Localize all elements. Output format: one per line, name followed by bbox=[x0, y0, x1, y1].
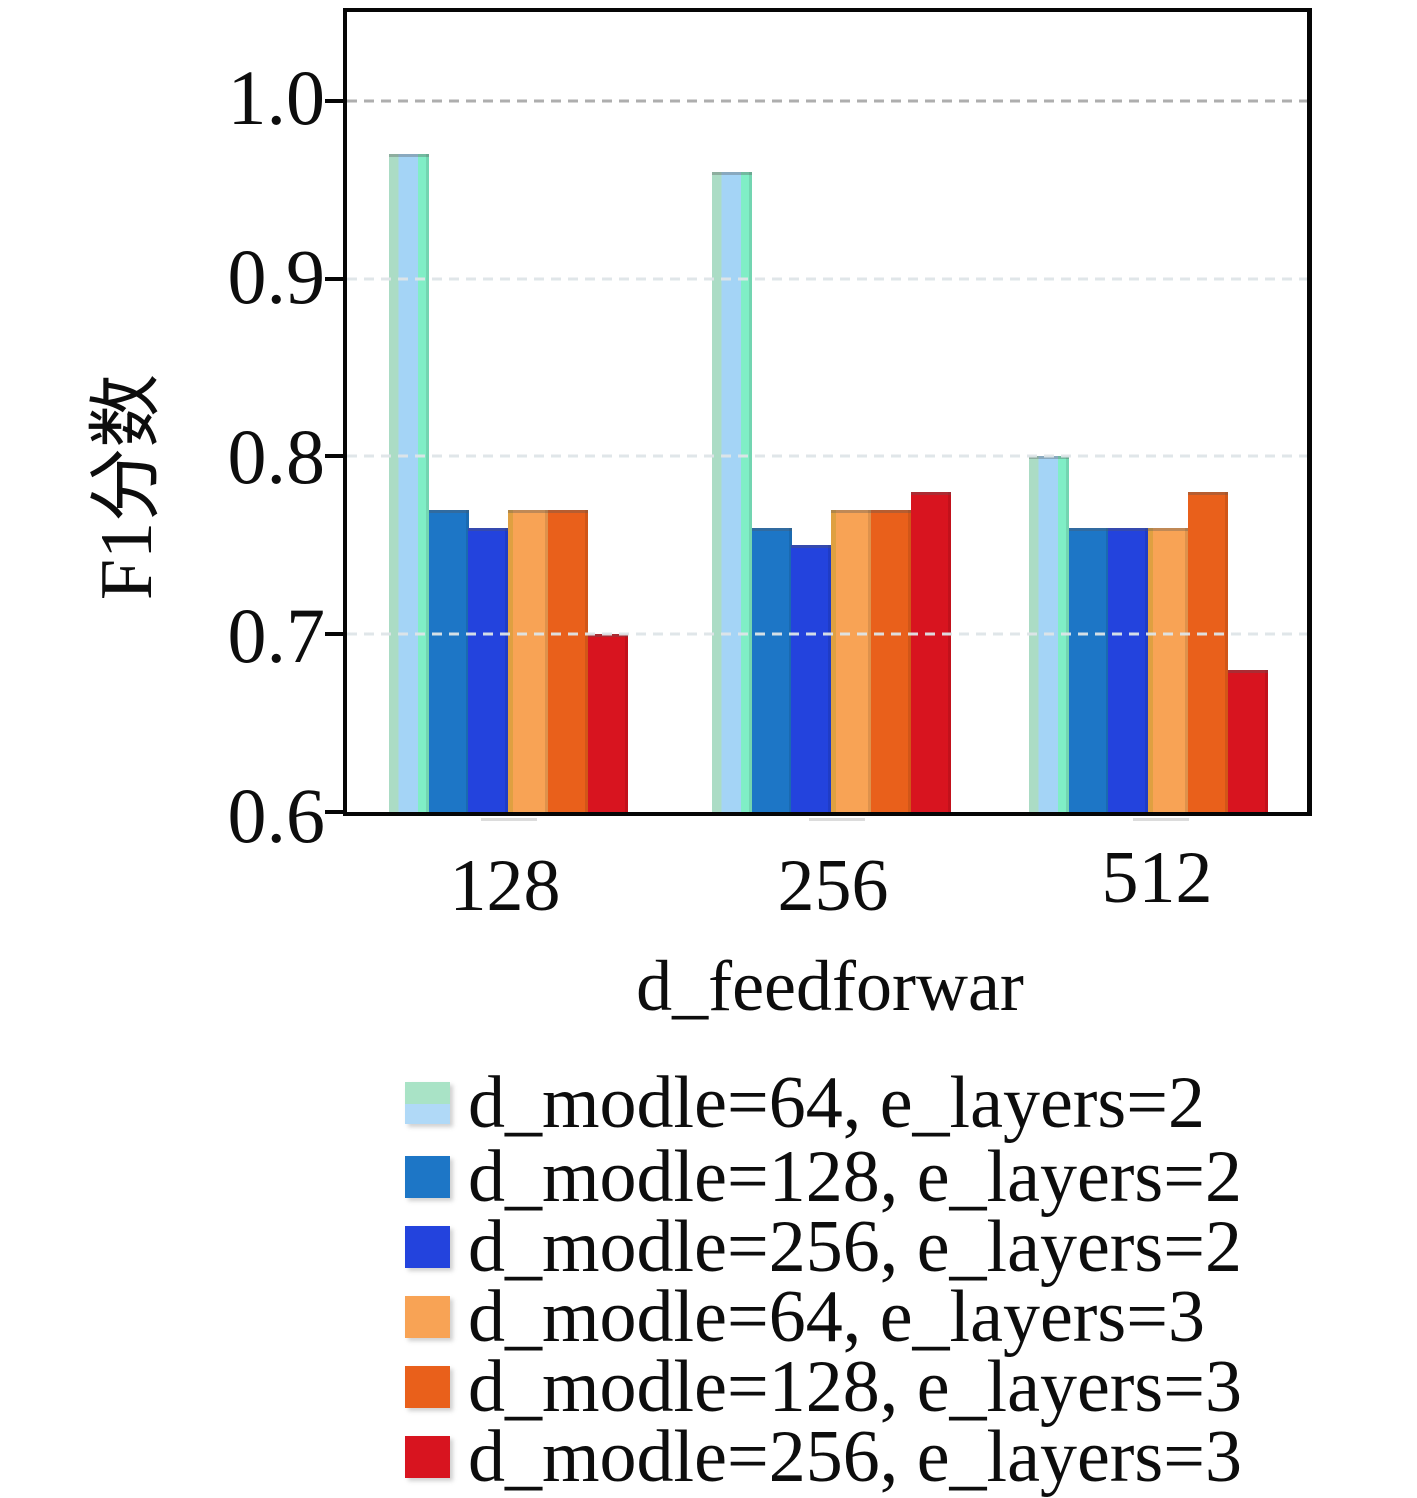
legend-row-4: d_modle=64, e_layers=3 bbox=[405, 1280, 1205, 1354]
x-tick-label-512: 512 bbox=[1101, 837, 1213, 919]
bar-512-s5 bbox=[1187, 492, 1228, 812]
plot-area bbox=[325, 8, 1312, 821]
axis-ticks bbox=[325, 12, 1307, 821]
legend-swatch-3 bbox=[405, 1226, 450, 1268]
bar-128-s3 bbox=[468, 527, 509, 812]
bar-256-s1 bbox=[712, 172, 752, 812]
legend-row-6: d_modle=256, e_layers=3 bbox=[405, 1420, 1242, 1494]
bar-256-s4 bbox=[831, 509, 872, 812]
y-tick-mark-1.0 bbox=[325, 98, 343, 103]
x-tick-mark-256 bbox=[809, 818, 865, 821]
bar-512-s4 bbox=[1148, 527, 1189, 812]
legend-swatch-1 bbox=[405, 1082, 450, 1124]
y-tick-mark-0.6 bbox=[325, 810, 343, 814]
bar-128-s2 bbox=[428, 509, 469, 812]
x-tick-label-256: 256 bbox=[777, 845, 889, 927]
y-axis-title: F1分数 bbox=[86, 373, 168, 601]
y-tick-label-0.8: 0.8 bbox=[227, 412, 326, 500]
legend-swatch-2 bbox=[405, 1156, 450, 1198]
bar-512-s3 bbox=[1108, 527, 1149, 812]
y-tick-mark-0.8 bbox=[325, 454, 343, 459]
x-tick-mark-512 bbox=[1133, 818, 1189, 821]
legend-row-2: d_modle=128, e_layers=2 bbox=[405, 1140, 1242, 1214]
y-tick-mark-0.9 bbox=[325, 276, 343, 281]
legend-row-5: d_modle=128, e_layers=3 bbox=[405, 1350, 1242, 1424]
legend-label-1: d_modle=64, e_layers=2 bbox=[468, 1062, 1205, 1144]
legend-swatch-4 bbox=[405, 1296, 450, 1338]
legend-label-2: d_modle=128, e_layers=2 bbox=[468, 1136, 1242, 1218]
x-tick-label-128: 128 bbox=[449, 845, 561, 927]
y-tick-label-1.0: 1.0 bbox=[227, 53, 326, 141]
y-tick-mark-0.7 bbox=[325, 632, 343, 637]
bar-512-s1 bbox=[1029, 456, 1069, 812]
legend-label-3: d_modle=256, e_layers=2 bbox=[468, 1206, 1242, 1288]
legend-swatch-6 bbox=[405, 1436, 450, 1478]
bar-128-s1 bbox=[389, 154, 429, 812]
legend-label-6: d_modle=256, e_layers=3 bbox=[468, 1416, 1242, 1498]
legend-row-3: d_modle=256, e_layers=2 bbox=[405, 1210, 1242, 1284]
y-tick-label-0.7: 0.7 bbox=[227, 592, 326, 680]
legend-row-1: d_modle=64, e_layers=2 bbox=[405, 1066, 1205, 1140]
x-tick-mark-128 bbox=[481, 818, 537, 821]
bar-512-s6 bbox=[1227, 669, 1268, 812]
legend-label-5: d_modle=128, e_layers=3 bbox=[468, 1346, 1242, 1428]
legend-swatch-5 bbox=[405, 1366, 450, 1408]
bars-layer bbox=[347, 12, 1307, 812]
legend-label-4: d_modle=64, e_layers=3 bbox=[468, 1276, 1205, 1358]
y-tick-label-0.9: 0.9 bbox=[227, 233, 326, 321]
x-axis-title: d_feedforwar bbox=[636, 946, 1024, 1026]
y-tick-label-0.6: 0.6 bbox=[227, 772, 326, 859]
bar-128-s4 bbox=[508, 509, 549, 812]
bar-128-s6 bbox=[587, 634, 628, 812]
bar-256-s3 bbox=[791, 545, 832, 812]
bar-128-s5 bbox=[547, 509, 588, 812]
bar-256-s2 bbox=[751, 527, 792, 812]
bar-512-s2 bbox=[1068, 527, 1109, 812]
bar-256-s5 bbox=[870, 509, 911, 812]
bar-256-s6 bbox=[910, 492, 951, 812]
